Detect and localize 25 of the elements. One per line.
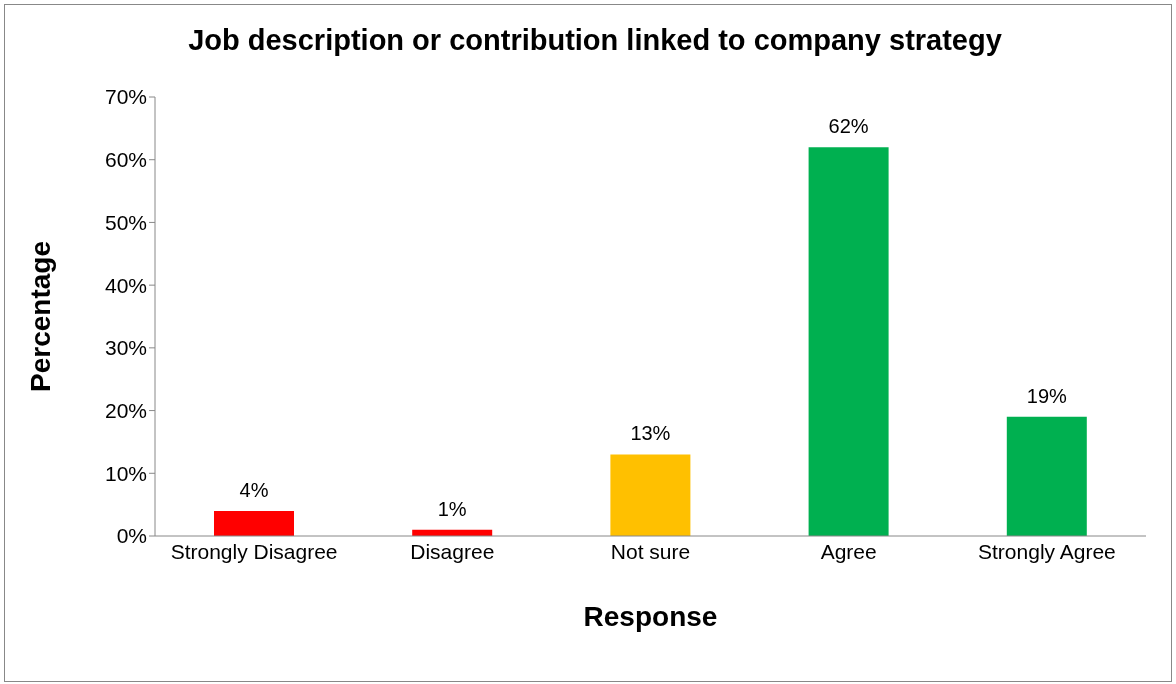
x-tick-label: Disagree — [410, 539, 495, 563]
bar — [1006, 416, 1087, 536]
chart-title: Job description or contribution linked to company strategy — [187, 24, 1003, 57]
y-tick-label: 50% — [104, 210, 147, 234]
y-tick-label: 70% — [104, 85, 147, 109]
y-axis-title: Percentage — [24, 241, 56, 392]
y-tick-label: 60% — [104, 148, 147, 172]
y-tick-label: 10% — [104, 461, 147, 485]
x-axis-title: Response — [583, 601, 718, 632]
x-tick-label: Strongly Disagree — [170, 539, 338, 563]
bar — [808, 147, 889, 536]
x-tick-label: Agree — [820, 539, 877, 563]
bar — [214, 510, 294, 536]
data-label: 13% — [630, 422, 671, 445]
data-label: 1% — [437, 497, 467, 520]
y-tick-label: 40% — [104, 273, 147, 297]
x-tick-label: Strongly Agree — [978, 539, 1116, 563]
y-tick-label: 0% — [116, 524, 147, 548]
data-label: 62% — [828, 115, 869, 138]
bar — [610, 454, 691, 536]
data-label: 4% — [239, 478, 269, 501]
y-tick-label: 20% — [104, 399, 147, 423]
y-tick-label: 30% — [104, 336, 147, 360]
x-tick-label: Not sure — [610, 539, 691, 563]
data-label: 19% — [1026, 384, 1068, 407]
